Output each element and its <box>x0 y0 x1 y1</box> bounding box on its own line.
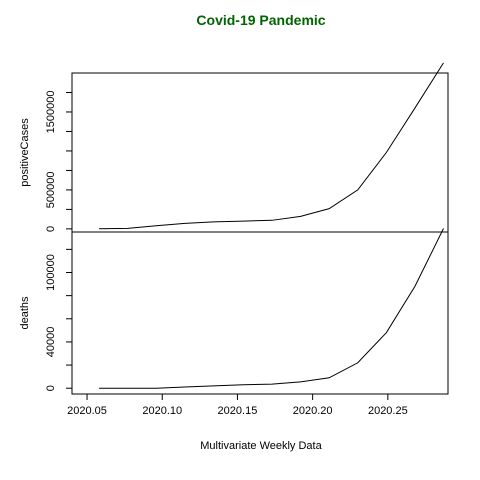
x-axis-label: Multivariate Weekly Data <box>200 440 322 452</box>
panel-frame <box>71 231 449 395</box>
y-tick-label: 1500000 <box>45 91 57 134</box>
y-tick-label: 500000 <box>45 172 57 209</box>
panel-deaths: deaths 0 40000 100000 <box>19 228 449 395</box>
x-axis: 2020.05 2020.10 2020.15 2020.20 2020.25 <box>67 393 408 417</box>
x-tick-label: 2020.10 <box>142 405 182 417</box>
series-line-deaths <box>99 228 444 389</box>
y-tick-label: 100000 <box>45 254 57 291</box>
y-axis-label: positiveCases <box>19 118 31 187</box>
x-tick-label: 2020.20 <box>293 405 333 417</box>
x-tick-label: 2020.15 <box>218 405 258 417</box>
series-line-positiveCases <box>99 62 444 230</box>
x-tick-label: 2020.05 <box>67 405 107 417</box>
y-tick-label: 40000 <box>45 327 57 358</box>
y-tick-label: 0 <box>45 385 57 391</box>
y-tick-label: 0 <box>45 226 57 232</box>
chart-panels: positiveCases 0 500000 1500000 deaths 0 40000 1… <box>19 62 449 395</box>
panel-positiveCases: positiveCases 0 500000 1500000 <box>19 62 449 233</box>
chart-title: Covid-19 Pandemic <box>196 12 325 28</box>
panel-frame <box>71 72 449 233</box>
y-axis-label: deaths <box>19 296 31 330</box>
x-tick-label: 2020.25 <box>368 405 408 417</box>
